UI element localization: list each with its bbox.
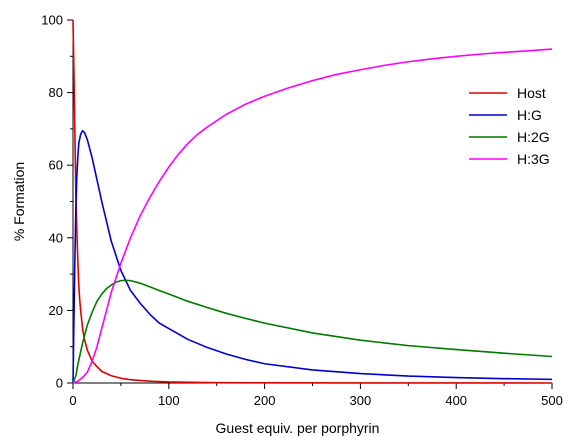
y-axis-title: % Formation bbox=[11, 162, 27, 241]
y-tick-label: 80 bbox=[49, 85, 63, 100]
y-tick-label: 40 bbox=[49, 230, 63, 245]
x-tick-label: 400 bbox=[445, 393, 467, 408]
x-tick-label: 200 bbox=[254, 393, 276, 408]
x-tick-label: 100 bbox=[158, 393, 180, 408]
series-line-h-g bbox=[72, 129, 553, 384]
series-lines bbox=[72, 19, 553, 384]
y-tick-label: 60 bbox=[49, 158, 63, 173]
legend-label-h-3g: H:3G bbox=[517, 151, 550, 167]
x-axis-title: Guest equiv. per porphyrin bbox=[216, 420, 380, 436]
axes bbox=[72, 20, 552, 384]
series-line-h-2g bbox=[72, 279, 553, 384]
y-tick-label: 20 bbox=[49, 303, 63, 318]
x-tick-label: 300 bbox=[350, 393, 372, 408]
legend: Host H:G H:2G H:3G bbox=[469, 85, 550, 167]
legend-label-h-2g: H:2G bbox=[517, 129, 550, 145]
y-tick-label: 0 bbox=[56, 376, 63, 391]
series-line-h-3g bbox=[72, 48, 553, 384]
axis-ticks: 0 100 200 300 400 500 0 20 40 60 80 100 bbox=[41, 13, 563, 409]
legend-label-host: Host bbox=[517, 85, 546, 101]
y-tick-label: 100 bbox=[41, 13, 63, 28]
series-line-host bbox=[72, 19, 553, 384]
x-tick-label: 500 bbox=[541, 393, 563, 408]
x-tick-label: 0 bbox=[69, 393, 76, 408]
legend-label-h-g: H:G bbox=[517, 107, 542, 123]
